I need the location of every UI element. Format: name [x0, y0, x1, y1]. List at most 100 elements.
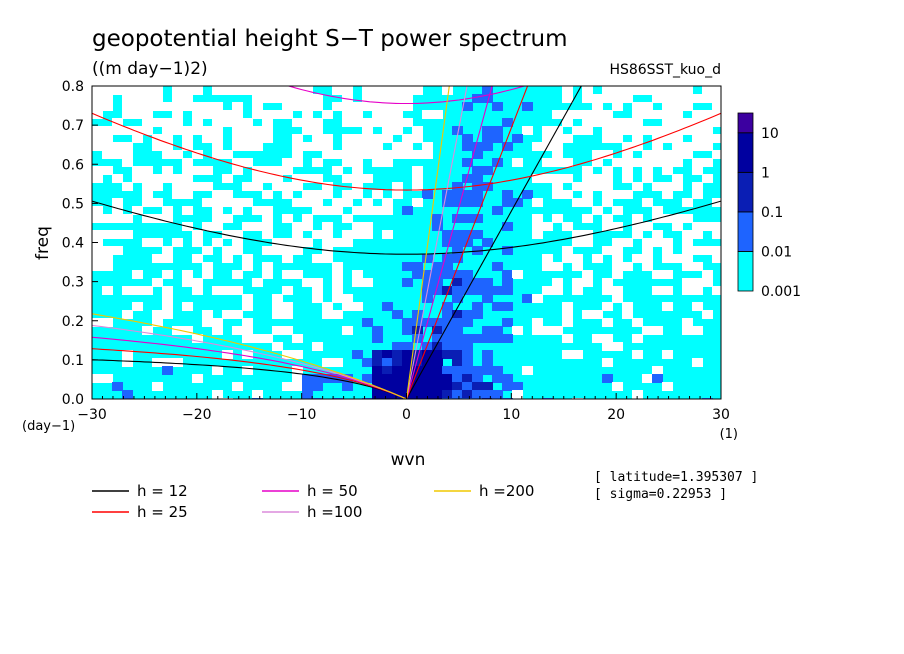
power-cell	[672, 222, 683, 231]
power-cell	[302, 278, 313, 287]
power-cell	[642, 166, 653, 175]
power-cell	[412, 150, 423, 159]
power-cell	[562, 86, 573, 95]
power-cell	[622, 190, 633, 199]
power-cell	[582, 110, 593, 119]
power-cell	[352, 270, 363, 279]
sigma-info: [ sigma=0.22953 ]	[594, 487, 727, 502]
power-cell	[182, 174, 193, 183]
power-cell	[432, 270, 443, 279]
power-cell	[392, 310, 403, 319]
dispersion-curve	[92, 348, 407, 399]
power-cell	[662, 182, 673, 191]
power-cell	[472, 198, 483, 207]
power-cell	[152, 94, 163, 103]
power-cell	[362, 102, 373, 111]
power-cell	[192, 238, 203, 247]
power-cell	[622, 174, 633, 183]
power-cell	[252, 134, 263, 143]
power-cell	[662, 238, 673, 247]
power-cell	[402, 382, 413, 391]
power-cell	[272, 94, 283, 103]
power-cell	[382, 230, 393, 239]
power-cell	[122, 110, 133, 119]
power-cell	[672, 102, 683, 111]
power-cell	[102, 142, 113, 151]
power-cell	[652, 206, 663, 215]
power-cell	[212, 134, 223, 143]
power-cell	[342, 86, 353, 95]
power-cell	[342, 382, 353, 391]
power-cell	[162, 134, 173, 143]
power-cell	[662, 382, 673, 391]
power-cell	[392, 350, 403, 359]
power-cell	[522, 190, 533, 199]
power-cell	[462, 214, 473, 223]
power-cell	[522, 294, 533, 303]
power-cell	[662, 166, 673, 175]
power-cell	[352, 110, 363, 119]
power-cell	[112, 142, 123, 151]
power-cell	[262, 166, 273, 175]
power-cell	[152, 198, 163, 207]
dispersion-curve	[405, 86, 468, 399]
power-cell	[312, 198, 323, 207]
power-cell	[152, 310, 163, 319]
experiment-label: HS86SST_kuo_d	[609, 62, 721, 78]
power-cell	[362, 374, 373, 383]
power-cell	[672, 94, 683, 103]
power-cell	[662, 110, 673, 119]
power-cell	[392, 94, 403, 103]
power-cell	[612, 134, 623, 143]
power-cell	[592, 102, 603, 111]
legend-label: h =200	[479, 482, 534, 500]
power-cell	[462, 102, 473, 111]
power-cell	[472, 286, 483, 295]
power-cell	[162, 118, 173, 127]
power-cell	[672, 86, 683, 95]
power-cell	[692, 262, 703, 271]
power-cell	[342, 326, 353, 335]
power-cell	[702, 126, 713, 135]
power-cell	[692, 278, 703, 287]
power-cell	[92, 230, 103, 239]
power-cell	[612, 382, 623, 391]
power-cell	[362, 86, 373, 95]
power-cell	[222, 254, 233, 263]
dispersion-curve	[92, 324, 407, 399]
power-cell	[332, 310, 343, 319]
power-cell	[132, 86, 143, 95]
power-cell	[372, 102, 383, 111]
power-cell	[202, 110, 213, 119]
power-cell	[652, 230, 663, 239]
power-cell	[332, 206, 343, 215]
power-cell	[552, 142, 563, 151]
power-cell	[582, 198, 593, 207]
plot-area	[91, 85, 722, 400]
power-cell	[142, 118, 153, 127]
power-cell	[712, 246, 721, 255]
power-cell	[632, 118, 643, 127]
power-cell	[582, 238, 593, 247]
x-tick-label: 20	[607, 407, 625, 423]
power-cell	[662, 126, 673, 135]
power-cell	[432, 374, 443, 383]
power-cell	[192, 286, 203, 295]
power-cell	[92, 86, 103, 95]
power-cell	[592, 334, 603, 343]
power-cell	[162, 126, 173, 135]
power-cell	[562, 318, 573, 327]
power-cell	[322, 150, 333, 159]
power-cell	[692, 326, 703, 335]
power-cell	[132, 126, 143, 135]
power-cell	[492, 262, 503, 271]
power-cell	[712, 94, 721, 103]
power-cell	[572, 278, 583, 287]
power-cell	[302, 142, 313, 151]
power-cell	[172, 182, 183, 191]
power-cell	[632, 134, 643, 143]
power-cell	[292, 374, 303, 383]
power-cell	[652, 158, 663, 167]
power-cell	[652, 270, 663, 279]
power-cell	[352, 190, 363, 199]
